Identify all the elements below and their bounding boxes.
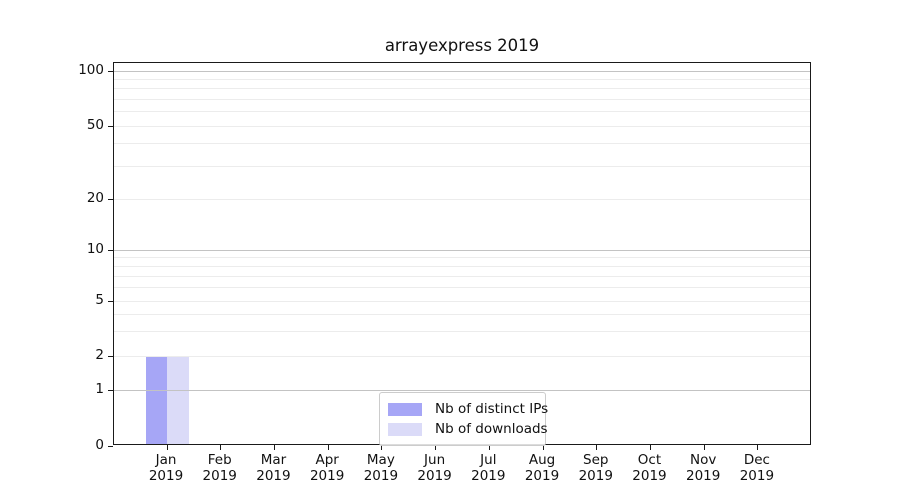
bar — [167, 356, 189, 444]
y-tick-mark — [108, 249, 113, 251]
y-tick-mark — [108, 445, 113, 447]
chart-title: arrayexpress 2019 — [384, 36, 540, 55]
y-gridline-minor — [114, 166, 810, 168]
legend-swatch — [388, 402, 422, 416]
x-tick-label: Sep 2019 — [578, 452, 613, 484]
x-tick-label: May 2019 — [363, 452, 399, 484]
y-gridline-minor — [114, 331, 810, 333]
y-tick-mark — [108, 70, 113, 72]
legend-item-label: Nb of downloads — [435, 421, 548, 437]
y-gridline-minor — [114, 78, 810, 80]
legend-item: Nb of distinct IPs — [388, 399, 548, 419]
y-gridline-minor — [114, 313, 810, 315]
y-gridline-minor — [114, 275, 810, 277]
y-tick-label: 0 — [95, 437, 104, 453]
x-tick-mark — [488, 445, 490, 450]
y-gridline-minor — [114, 257, 810, 259]
x-tick-mark — [542, 445, 544, 450]
y-gridline-minor — [114, 300, 810, 302]
legend-swatch — [388, 422, 422, 436]
legend-item: Nb of downloads — [388, 419, 548, 439]
x-tick-mark — [273, 445, 275, 450]
x-tick-mark — [327, 445, 329, 450]
legend-item-label: Nb of distinct IPs — [435, 401, 549, 417]
x-tick-label: Apr 2019 — [309, 452, 345, 484]
y-gridline-minor — [114, 125, 810, 127]
y-tick-label: 50 — [86, 117, 104, 133]
y-tick-mark — [108, 198, 113, 200]
x-tick-mark — [703, 445, 705, 450]
y-gridline-minor — [114, 198, 810, 200]
y-tick-mark — [108, 355, 113, 357]
x-tick-label: Mar 2019 — [256, 452, 291, 484]
y-gridline-minor — [114, 88, 810, 90]
x-tick-mark — [166, 445, 168, 450]
y-tick-label: 1 — [95, 381, 104, 397]
x-tick-mark — [757, 445, 759, 450]
x-tick-label: Oct 2019 — [632, 452, 667, 484]
y-gridline-minor — [114, 111, 810, 113]
y-gridline-minor — [114, 287, 810, 289]
y-gridline-minor — [114, 143, 810, 145]
y-tick-label: 100 — [78, 62, 104, 78]
x-tick-label: Jan 2019 — [148, 452, 184, 484]
y-gridline-major — [114, 389, 810, 391]
legend-box: Nb of distinct IPs Nb of downloads — [379, 392, 548, 446]
x-tick-label: Aug 2019 — [524, 452, 560, 484]
x-tick-label: Feb 2019 — [202, 452, 237, 484]
x-tick-mark — [381, 445, 383, 450]
y-gridline-major — [114, 249, 810, 251]
x-tick-label: Dec 2019 — [739, 452, 775, 484]
y-tick-mark — [108, 389, 113, 391]
x-tick-mark — [649, 445, 651, 450]
x-tick-mark — [435, 445, 437, 450]
y-tick-label: 5 — [95, 292, 104, 308]
bar — [145, 356, 167, 444]
y-tick-label: 20 — [86, 190, 104, 206]
x-tick-label: Nov 2019 — [686, 452, 721, 484]
x-tick-mark — [220, 445, 222, 450]
y-tick-mark — [108, 300, 113, 302]
y-gridline-minor — [114, 265, 810, 267]
x-tick-label: Jul 2019 — [471, 452, 506, 484]
y-gridline-minor — [114, 98, 810, 100]
y-gridline-minor — [114, 355, 810, 357]
y-gridline-major — [114, 70, 810, 72]
x-tick-label: Jun 2019 — [417, 452, 452, 484]
y-tick-label: 10 — [86, 241, 104, 257]
x-tick-mark — [596, 445, 598, 450]
y-tick-label: 2 — [95, 347, 104, 363]
y-tick-mark — [108, 125, 113, 127]
plot-area: Nb of distinct IPs Nb of downloads — [108, 62, 811, 450]
